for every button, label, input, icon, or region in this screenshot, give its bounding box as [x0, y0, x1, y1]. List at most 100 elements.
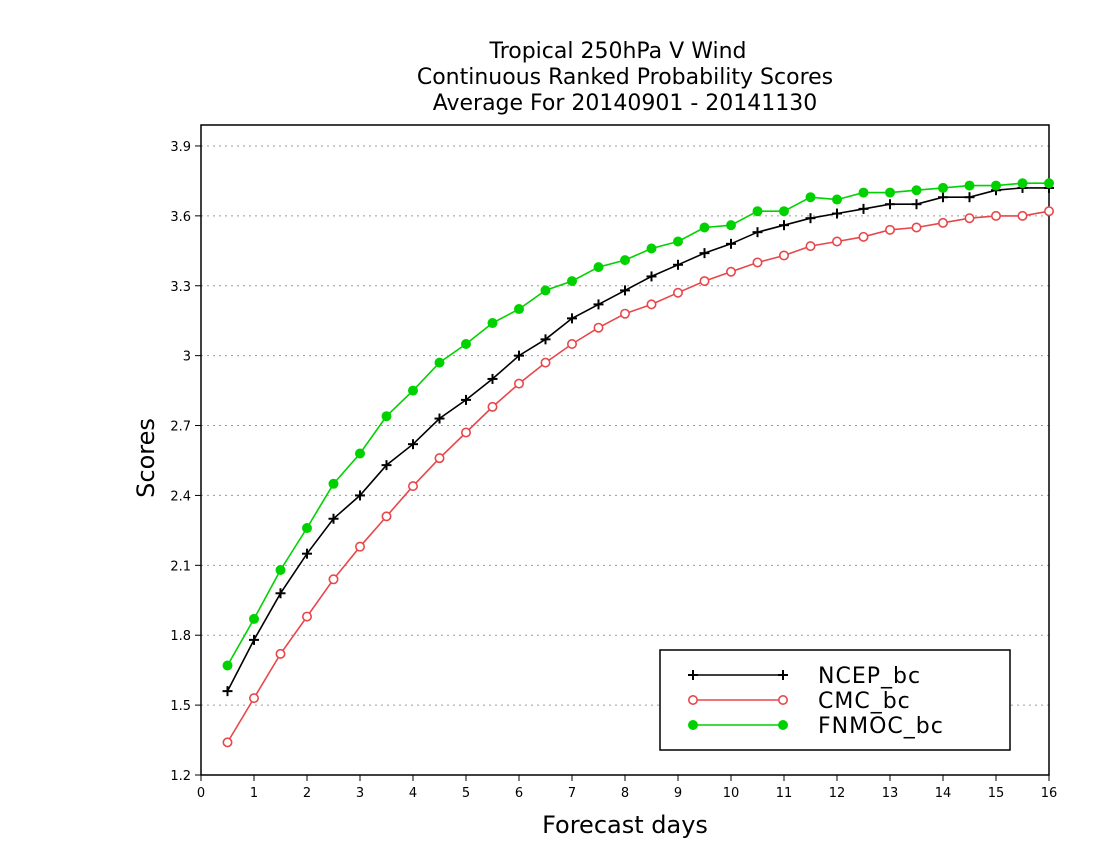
grid — [201, 145, 1049, 706]
point-marker-filled-circle — [620, 255, 630, 266]
point-marker-open-circle — [884, 224, 895, 235]
point-marker-open-circle — [805, 241, 816, 252]
point-marker-filled-circle — [778, 720, 788, 730]
point-marker-open-circle — [487, 401, 498, 412]
point-marker-filled-circle — [991, 180, 1001, 191]
point-marker-open-circle — [964, 213, 975, 224]
title-line-3: Average For 20140901 - 20141130 — [433, 91, 818, 116]
point-marker-open-circle — [328, 574, 339, 585]
point-marker-filled-circle — [461, 338, 471, 349]
legend-item: NCEP_bc — [688, 664, 921, 689]
point-marker-plus — [752, 227, 763, 238]
x-tick-label: 5 — [462, 786, 470, 801]
point-marker-filled-circle — [328, 478, 339, 489]
x-tick-label: 2 — [303, 786, 311, 801]
y-tick-label: 2.4 — [170, 489, 191, 504]
x-tick-label: 6 — [515, 786, 523, 801]
x-tick-label: 0 — [197, 786, 205, 801]
series-NCEP_bc — [222, 182, 1054, 697]
title-line-2: Continuous Ranked Probability Scores — [417, 65, 833, 90]
point-marker-plus — [249, 634, 259, 645]
point-marker-open-circle — [687, 694, 698, 705]
point-marker-filled-circle — [858, 187, 869, 198]
point-marker-plus — [461, 394, 471, 405]
point-marker-filled-circle — [911, 185, 922, 196]
x-tick-label: 13 — [882, 786, 899, 801]
point-marker-plus — [779, 220, 789, 231]
point-marker-open-circle — [937, 217, 948, 228]
y-tick-label: 3.6 — [170, 210, 191, 225]
point-marker-plus — [699, 248, 710, 259]
y-tick-label: 3 — [183, 350, 191, 365]
legend-label: FNMOC_bc — [818, 714, 944, 739]
point-marker-plus — [275, 588, 286, 599]
point-marker-open-circle — [513, 378, 524, 389]
x-tick-label: 3 — [356, 786, 364, 801]
point-marker-open-circle — [540, 357, 551, 368]
y-tick-label: 1.8 — [170, 629, 191, 644]
point-marker-filled-circle — [752, 206, 763, 217]
point-marker-filled-circle — [938, 182, 948, 193]
x-axis: 0 1 2 3 4 5 6 7 8 9 10 11 12 13 14 15 16 — [197, 775, 1057, 801]
point-marker-filled-circle — [646, 243, 657, 254]
point-marker-filled-circle — [434, 357, 445, 368]
y-tick-label: 3.3 — [170, 280, 191, 295]
point-marker-filled-circle — [408, 385, 418, 396]
point-marker-plus — [593, 299, 604, 310]
point-marker-open-circle — [990, 210, 1001, 221]
point-marker-filled-circle — [832, 194, 842, 205]
point-marker-plus — [688, 670, 698, 680]
point-marker-plus — [487, 373, 498, 384]
x-tick-label: 7 — [568, 786, 576, 801]
x-tick-label: 14 — [935, 786, 952, 801]
point-marker-plus — [646, 271, 657, 282]
x-axis-title: Forecast days — [542, 811, 708, 839]
y-tick-label: 1.5 — [170, 699, 191, 714]
chart-title: Tropical 250hPa V Wind Continuous Ranked… — [417, 39, 833, 116]
point-marker-plus — [434, 413, 445, 424]
point-marker-plus — [832, 208, 842, 219]
point-marker-plus — [381, 460, 392, 471]
y-axis: 1.2 1.5 1.8 2.1 2.4 2.7 3 3.3 3.6 3.9 — [170, 140, 201, 784]
point-marker-plus — [302, 548, 312, 559]
point-marker-open-circle — [699, 276, 710, 287]
x-tick-label: 10 — [723, 786, 740, 801]
point-marker-plus — [911, 199, 922, 210]
x-tick-label: 15 — [988, 786, 1005, 801]
point-marker-plus — [540, 334, 551, 345]
y-tick-label: 2.1 — [170, 559, 191, 574]
legend-item: CMC_bc — [687, 689, 911, 714]
point-marker-open-circle — [672, 287, 683, 298]
point-marker-plus — [726, 238, 736, 249]
series-FNMOC_bc — [222, 178, 1054, 671]
point-marker-plus — [673, 259, 683, 270]
series-line — [226, 187, 1049, 692]
point-marker-plus — [620, 285, 630, 296]
legend-label: CMC_bc — [818, 689, 911, 714]
point-marker-filled-circle — [514, 304, 524, 315]
point-marker-plus — [938, 192, 948, 203]
point-marker-open-circle — [222, 737, 233, 748]
point-marker-open-circle — [407, 481, 418, 492]
point-marker-filled-circle — [249, 613, 259, 624]
point-marker-open-circle — [593, 322, 604, 333]
point-marker-filled-circle — [805, 192, 816, 203]
point-marker-filled-circle — [567, 276, 577, 287]
point-marker-open-circle — [725, 266, 736, 277]
point-marker-filled-circle — [355, 448, 365, 459]
point-marker-open-circle — [566, 338, 577, 349]
point-marker-filled-circle — [381, 411, 392, 422]
point-marker-open-circle — [752, 257, 763, 268]
point-marker-open-circle — [858, 231, 869, 242]
point-marker-plus — [408, 439, 418, 450]
point-marker-plus — [778, 670, 788, 680]
point-marker-filled-circle — [593, 262, 604, 273]
point-marker-filled-circle — [540, 285, 551, 296]
point-marker-open-circle — [831, 236, 842, 247]
point-marker-filled-circle — [222, 660, 233, 671]
legend-label: NCEP_bc — [818, 664, 921, 689]
point-marker-plus — [885, 199, 895, 210]
point-marker-open-circle — [354, 541, 365, 552]
